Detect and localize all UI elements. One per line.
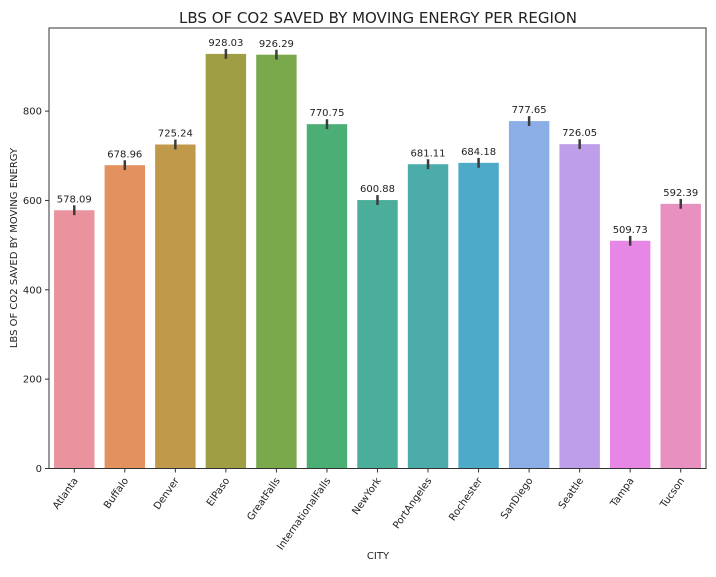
x-tick-label: Denver [152, 475, 182, 512]
x-tick-label: PortAngeles [391, 476, 434, 531]
bar-seattle [559, 144, 600, 469]
data-label: 777.65 [512, 105, 547, 116]
data-label: 684.18 [461, 147, 496, 158]
bar-elpaso [205, 53, 247, 469]
bar-rochester [458, 162, 499, 469]
x-tick-label: Seattle [557, 476, 586, 511]
bar-sandiego [508, 121, 550, 469]
data-label: 726.05 [562, 128, 597, 139]
bar-atlanta [54, 210, 95, 469]
data-label: 926.29 [259, 39, 294, 50]
data-label: 578.09 [57, 194, 92, 205]
data-label: 509.73 [613, 225, 648, 236]
y-tick-label: 200 [23, 375, 42, 386]
bar-denver [155, 144, 196, 469]
bar-tucson [660, 203, 701, 469]
x-tick-label: InternationalFalls [275, 476, 333, 552]
bar-greatfalls [256, 54, 297, 469]
data-label: 600.88 [360, 184, 395, 195]
x-tick-label: NewYork [350, 476, 384, 517]
bar-newyork [357, 200, 398, 469]
chart-title: LBS OF CO2 SAVED BY MOVING ENERGY PER RE… [179, 9, 577, 27]
data-label: 770.75 [309, 108, 344, 119]
x-tick-label: Buffalo [102, 476, 131, 511]
bar-buffalo [104, 165, 146, 469]
x-tick-label: Tucson [658, 476, 687, 511]
x-axis-label: CITY [367, 551, 390, 562]
y-tick-label: 0 [36, 464, 42, 475]
y-tick-label: 800 [23, 107, 42, 118]
data-label: 681.11 [411, 148, 446, 159]
data-label: 725.24 [158, 129, 193, 140]
x-tick-label: Atlanta [51, 476, 81, 512]
bar-tampa [609, 240, 651, 469]
x-tick-label: GreatFalls [245, 476, 282, 523]
x-tick-label: SanDiego [499, 476, 535, 522]
bar-internationalfalls [306, 124, 348, 469]
bar-portangeles [407, 164, 449, 469]
y-axis-label: LBS OF CO2 SAVED BY MOVING ENERGY [9, 147, 20, 348]
data-label: 928.03 [208, 38, 243, 49]
plot-frame [48, 27, 707, 469]
data-label: 678.96 [107, 149, 142, 160]
x-tick-label: Rochester [447, 475, 485, 523]
y-tick-label: 600 [23, 196, 42, 207]
data-label: 592.39 [663, 188, 698, 199]
x-tick-label: Tampa [608, 476, 636, 510]
y-tick-label: 400 [23, 285, 42, 296]
x-tick-label: ElPaso [205, 476, 232, 509]
